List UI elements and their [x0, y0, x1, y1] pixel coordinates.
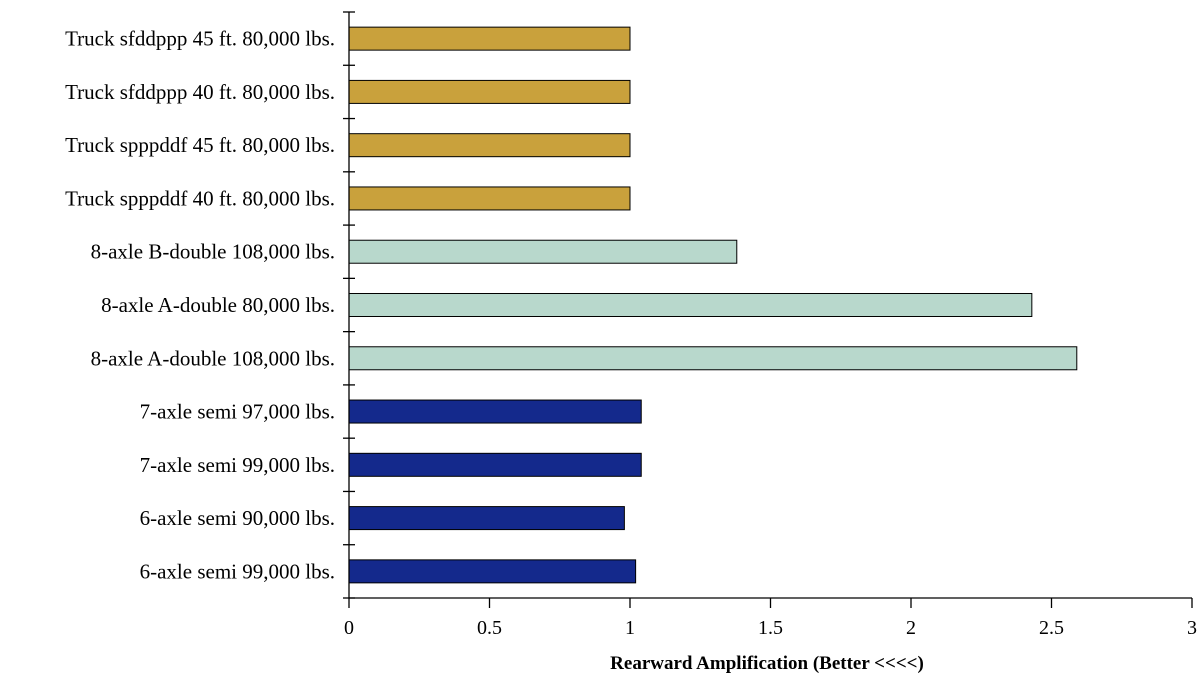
bar [348, 559, 637, 584]
bar [348, 346, 1078, 371]
category-label: 8-axle B-double 108,000 lbs. [91, 240, 335, 264]
category-label: 7-axle semi 99,000 lbs. [140, 453, 335, 477]
x-axis-ticks: 0 0.5 1 1.5 2 2.5 3 [344, 598, 1197, 639]
category-label: Truck sfddppp 40 ft. 80,000 lbs. [65, 80, 335, 104]
bar [348, 239, 738, 264]
category-label: 6-axle semi 90,000 lbs. [140, 506, 335, 530]
category-label: Truck sfddppp 45 ft. 80,000 lbs. [65, 27, 335, 51]
bar [348, 506, 625, 531]
bar [348, 399, 642, 424]
bar [348, 133, 631, 158]
category-label: 6-axle semi 99,000 lbs. [140, 559, 335, 583]
x-axis-title: Rearward Amplification (Better <<<<) [610, 653, 924, 674]
x-tick-label: 0 [344, 617, 354, 639]
x-tick-label: 3 [1187, 617, 1197, 639]
bar [348, 293, 1033, 317]
category-labels: Truck sfddppp 45 ft. 80,000 lbs. Truck sf… [65, 27, 335, 584]
category-label: Truck spppddf 40 ft. 80,000 lbs. [65, 186, 335, 210]
x-tick-label: 2 [906, 617, 916, 639]
bars-layer [348, 26, 1078, 584]
bar [348, 79, 631, 104]
x-tick-label: 0.5 [477, 617, 502, 639]
x-tick-label: 2.5 [1039, 617, 1064, 639]
category-label: Truck spppddf 45 ft. 80,000 lbs. [65, 133, 335, 157]
bar [348, 452, 642, 477]
x-tick-label: 1.5 [758, 617, 783, 639]
bar [348, 186, 631, 211]
x-tick-label: 1 [625, 617, 635, 639]
bar [348, 26, 631, 51]
category-label: 8-axle A-double 108,000 lbs. [91, 346, 335, 370]
category-label: 7-axle semi 97,000 lbs. [140, 400, 335, 424]
category-label: 8-axle A-double 80,000 lbs. [101, 293, 335, 317]
